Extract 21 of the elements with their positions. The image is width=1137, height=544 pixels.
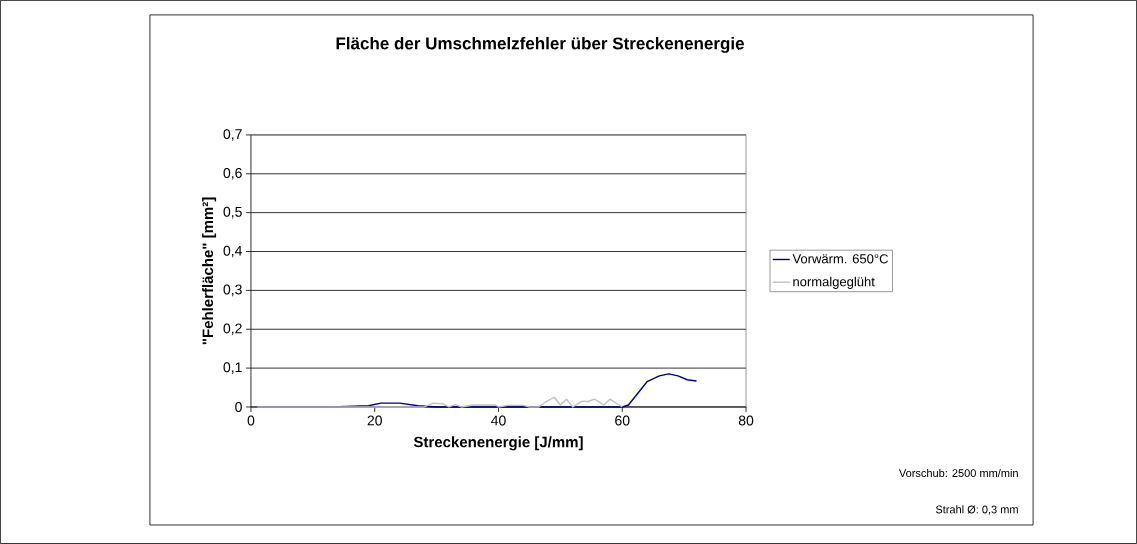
- x-tick-label: 40: [491, 415, 506, 426]
- y-tick-label: 0,6: [223, 168, 242, 180]
- y-tick-label: 0,7: [223, 129, 242, 141]
- y-axis-title: "Fehlerfläche" [mm²]: [202, 197, 217, 345]
- y-tick-label: 0,5: [223, 206, 242, 219]
- line-series: [256, 396, 623, 408]
- y-tick-label: 0,2: [223, 323, 242, 336]
- chart-title: Fläche der Umschmelzfehler über Streckenenergie: [336, 37, 744, 53]
- legend-label: Vorwärm. 650°C: [792, 254, 888, 264]
- x-tick-label: 20: [367, 415, 382, 426]
- text: Vorschub: 2500 mm/min: [898, 468, 1018, 478]
- y-tick-label: 0,3: [223, 284, 242, 297]
- x-tick-label: 60: [615, 415, 630, 426]
- x-axis-title: Streckenenergie [J/mm]: [413, 436, 583, 451]
- x-tick-label: 80: [738, 415, 754, 426]
- legend-label: normalgeglüht: [793, 276, 875, 289]
- y-tick-label: 0,1: [223, 362, 242, 374]
- y-tick-label: 0: [235, 402, 242, 412]
- x-tick-label: 0: [247, 415, 255, 426]
- text: Strahl Ø: 0,3 mm: [935, 505, 1018, 515]
- y-tick-label: 0,4: [223, 245, 242, 258]
